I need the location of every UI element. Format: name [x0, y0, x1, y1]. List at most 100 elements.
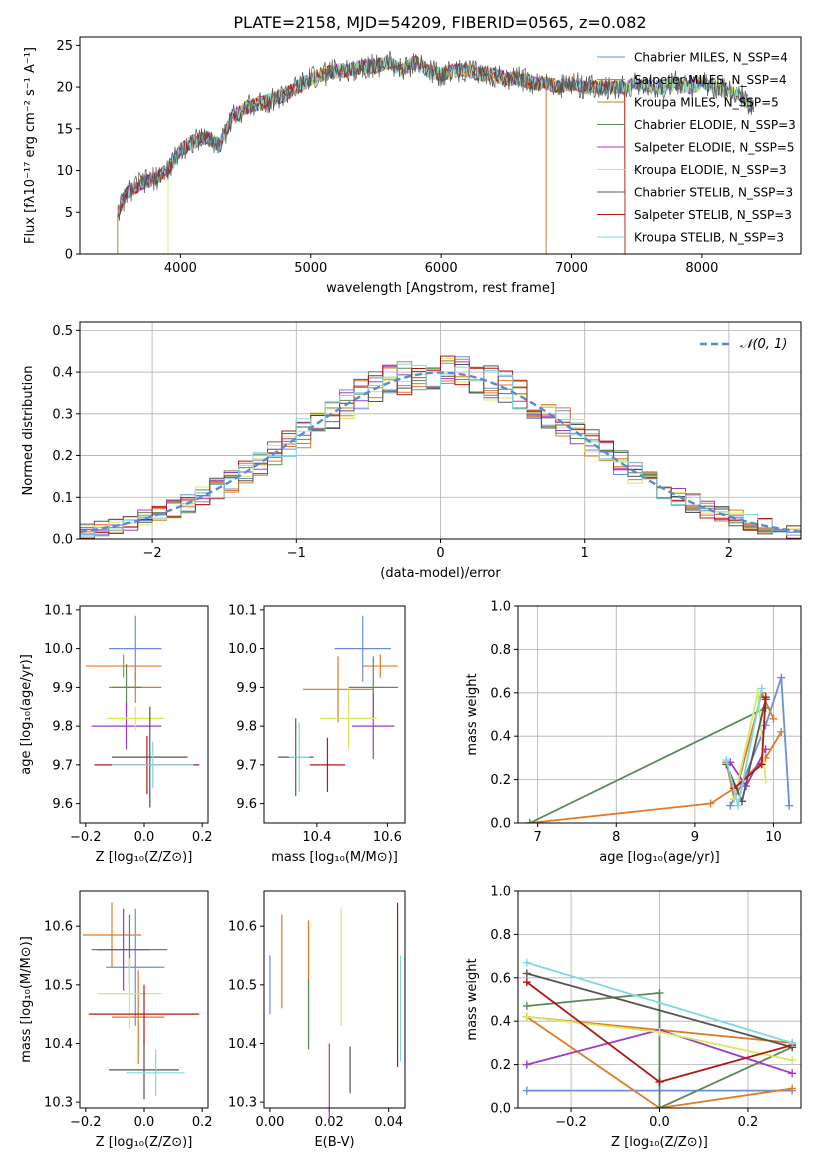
- x-tick-label: 0.0: [134, 1115, 155, 1130]
- y-tick-label: 9.8: [52, 720, 73, 735]
- y-tick-label: 10.1: [228, 603, 257, 618]
- weight-line: [526, 992, 793, 1108]
- y-tick-label: 10.0: [228, 642, 257, 657]
- y-tick-label: 9.7: [236, 758, 257, 773]
- weight-lines: [525, 673, 794, 823]
- weight-line: [526, 1016, 793, 1108]
- spectrum-panel: 4000 5000 6000 7000 8000 0 5 10 15 20 25 wavelength…: [23, 36, 802, 296]
- mass-weight-vs-metallicity-panel: −0.2 0.0 0.2 0.0 0.2 0.4 0.6 0.8 1.0 Z [log₁₀(Z/Z…: [465, 885, 802, 1150]
- x-tick-label: 10.6: [373, 830, 402, 845]
- y-tick-label: 10.6: [44, 920, 73, 935]
- y-tick-label: 10.1: [44, 603, 73, 618]
- y-tick-label: 25: [56, 39, 73, 54]
- histogram-step: [80, 363, 801, 537]
- y-tick-label: 0.2: [52, 449, 73, 464]
- x-tick-label: 5000: [294, 261, 327, 276]
- legend-entry: Chabrier ELODIE, N_SSP=3: [634, 118, 796, 132]
- x-tick-label: −2: [143, 546, 162, 561]
- y-tick-label: 15: [56, 122, 73, 137]
- weight-line: [725, 690, 775, 800]
- y-tick-label: 10.4: [228, 1037, 257, 1052]
- y-axis-label: mass weight: [465, 958, 480, 1040]
- x-tick-label: 10: [765, 830, 782, 845]
- x-tick-label: 2: [725, 546, 733, 561]
- x-tick-label: −1: [287, 546, 306, 561]
- y-tick-label: 9.6: [52, 797, 73, 812]
- axes-frame: [517, 605, 802, 824]
- y-axis-label: age [log₁₀(age/yr)]: [19, 654, 34, 775]
- age-vs-metallicity-panel: −0.2 0.0 0.2 9.6 9.7 9.8 9.9 10.0 10.1 Z [log₁₀(Z…: [19, 603, 213, 865]
- legend-entry: Salpeter MILES, N_SSP=4: [634, 73, 787, 87]
- y-tick-label: 20: [56, 81, 73, 96]
- x-tick-label: 4000: [164, 261, 197, 276]
- axes-frame: [79, 321, 802, 540]
- axes-frame: [79, 36, 802, 255]
- x-tick-label: 6000: [425, 261, 458, 276]
- y-tick-label: 0.8: [490, 928, 511, 943]
- figure-title: PLATE=2158, MJD=54209, FIBERID=0565, z=0…: [233, 13, 646, 32]
- x-axis-label: mass [log₁₀(M/M⊙)]: [271, 850, 398, 865]
- x-tick-label: 8000: [685, 261, 718, 276]
- x-tick-label: 0.2: [192, 830, 213, 845]
- weight-line: [526, 961, 793, 1044]
- x-tick-label: 0.2: [738, 1115, 759, 1130]
- y-tick-label: 0: [65, 248, 73, 263]
- x-axis-label: Z [log₁₀(Z/Z⊙)]: [96, 850, 193, 865]
- y-tick-label: 0.4: [490, 730, 511, 745]
- x-axis-label: E(B-V): [314, 1135, 354, 1150]
- weight-line: [529, 707, 766, 823]
- x-axis-label: Z [log₁₀(Z/Z⊙)]: [96, 1135, 193, 1150]
- axes-frame: [263, 605, 406, 824]
- y-tick-label: 9.6: [236, 797, 257, 812]
- legend-entry: Kroupa STELIB, N_SSP=3: [634, 231, 784, 245]
- y-tick-label: 0.0: [490, 1102, 511, 1117]
- legend-entry: Salpeter ELODIE, N_SSP=5: [634, 141, 795, 155]
- x-tick-label: −0.2: [555, 1115, 587, 1130]
- legend-entry: Kroupa MILES, N_SSP=5: [634, 96, 779, 110]
- x-tick-label: 0.2: [192, 1115, 213, 1130]
- x-tick-label: 8: [612, 830, 620, 845]
- x-tick-label: 7000: [555, 261, 588, 276]
- histograms: [80, 355, 801, 539]
- y-tick-label: 5: [65, 206, 73, 221]
- y-tick-label: 0.1: [52, 491, 73, 506]
- x-tick-label: 0.0: [134, 830, 155, 845]
- y-tick-label: 9.9: [236, 681, 257, 696]
- x-axis-label: wavelength [Angstrom, rest frame]: [326, 281, 555, 296]
- y-tick-label: 0.3: [52, 407, 73, 422]
- axes-frame: [79, 890, 209, 1109]
- y-tick-label: 0.0: [52, 533, 73, 548]
- spectrum-lines: [117, 50, 755, 254]
- y-tick-label: 0.5: [52, 324, 73, 339]
- y-axis-label: mass [log₁₀(M/M⊙)]: [19, 936, 34, 1063]
- legend-entry: Kroupa ELODIE, N_SSP=3: [634, 163, 787, 177]
- normal-curve: [80, 371, 801, 533]
- x-axis-label: Z [log₁₀(Z/Z⊙)]: [611, 1135, 708, 1150]
- legend-entry: Salpeter STELIB, N_SSP=3: [634, 208, 792, 222]
- age-vs-mass-panel: 10.4 10.6 9.6 9.7 9.8 9.9 10.0 10.1 mass [log₁₀(…: [228, 603, 406, 865]
- y-tick-label: 9.9: [52, 681, 73, 696]
- y-tick-label: 10.3: [228, 1096, 257, 1111]
- x-axis-label: age [log₁₀(age/yr)]: [599, 850, 720, 865]
- y-tick-label: 10.4: [44, 1037, 73, 1052]
- legend-entry: Chabrier MILES, N_SSP=4: [634, 51, 788, 65]
- x-tick-label: 9: [691, 830, 699, 845]
- y-tick-label: 10.5: [228, 978, 257, 993]
- y-tick-label: 0.2: [490, 773, 511, 788]
- axes-frame: [263, 890, 406, 1109]
- x-tick-label: 0.0: [649, 1115, 670, 1130]
- mass-weight-vs-age-panel: 7 8 9 10 0.0 0.2 0.4 0.6 0.8 1.0 age [log₁₀(age/yr…: [465, 600, 802, 865]
- legend-entry: Chabrier STELIB, N_SSP=3: [634, 186, 793, 200]
- legend-entry: 𝒩(0, 1): [740, 337, 787, 352]
- weight-line: [526, 972, 793, 1049]
- x-tick-label: 10.4: [302, 830, 331, 845]
- axes-frame: [517, 890, 802, 1109]
- weight-lines: [522, 958, 797, 1108]
- residual-histogram-panel: −2 −1 0 1 2 0.0 0.1 0.2 0.3 0.4 0.5 (data-model)/er…: [21, 321, 802, 581]
- y-tick-label: 10: [56, 164, 73, 179]
- x-tick-label: −0.2: [70, 830, 102, 845]
- y-tick-label: 10.6: [228, 920, 257, 935]
- y-tick-label: 0.8: [490, 643, 511, 658]
